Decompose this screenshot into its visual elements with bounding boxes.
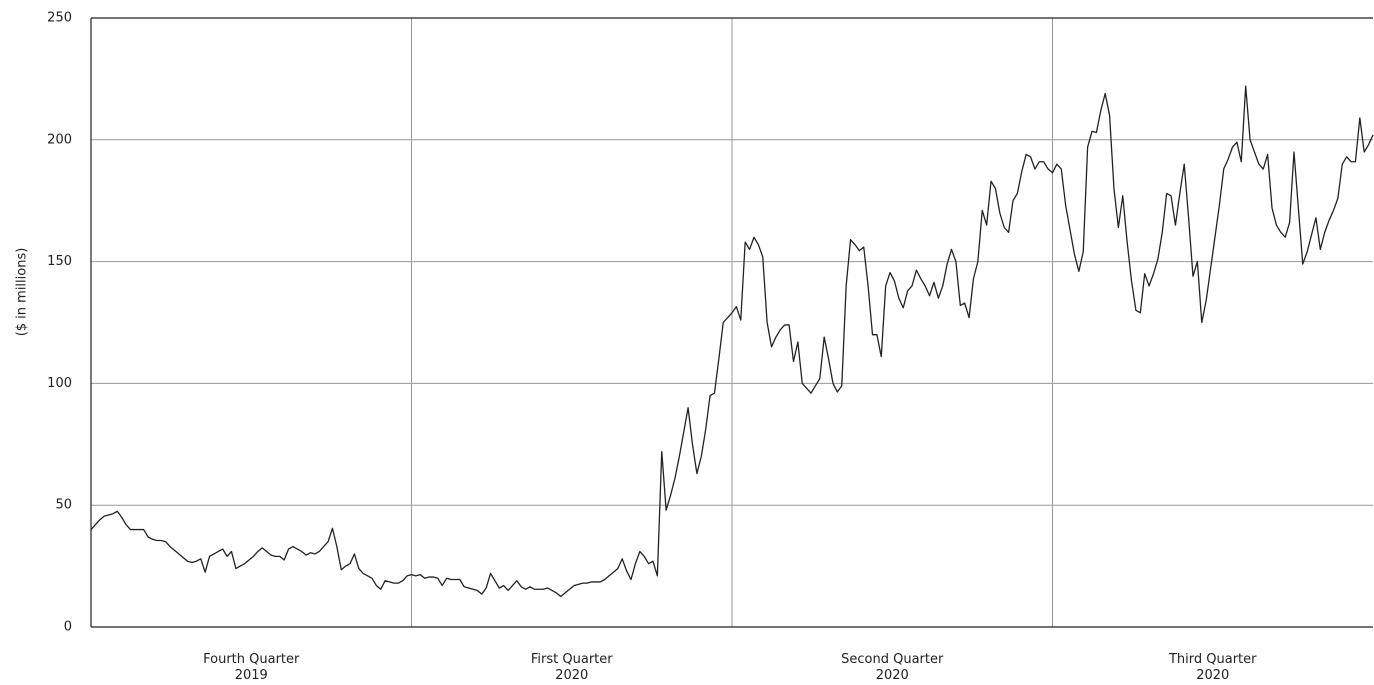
x-tick-label: Fourth Quarter 2019: [203, 652, 300, 683]
y-tick-label: 100: [47, 376, 72, 391]
x-tick-label: First Quarter 2020: [530, 652, 613, 683]
y-tick-label: 150: [47, 254, 72, 269]
y-tick-label: 50: [55, 498, 72, 513]
y-tick-label: 0: [64, 620, 72, 635]
y-tick-label: 200: [47, 132, 72, 147]
x-tick-label: Third Quarter 2020: [1168, 652, 1257, 683]
y-axis-label: ($ in millions): [15, 248, 30, 337]
y-tick-label: 250: [47, 11, 72, 26]
line: [90, 85, 1374, 598]
x-tick-label: Second Quarter 2020: [841, 652, 944, 683]
